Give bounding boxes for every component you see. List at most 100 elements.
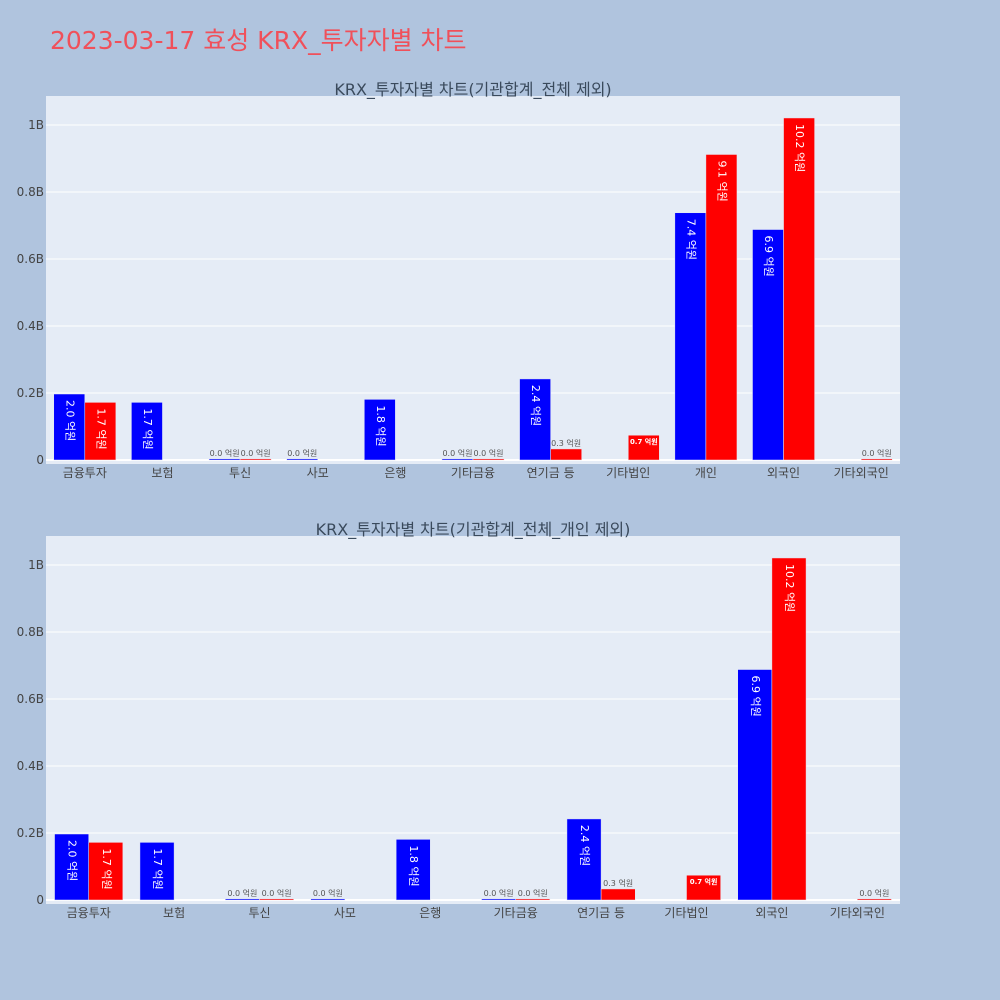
data-label: 2.0 억원 [63, 400, 76, 441]
y-tick-label: 0 [36, 453, 44, 467]
bar [628, 434, 660, 461]
data-label: 0.0 억원 [442, 448, 472, 458]
bar [771, 557, 807, 901]
bar [674, 212, 707, 461]
x-tick-label: 금융투자 [67, 906, 111, 920]
bar [131, 402, 163, 461]
chart-title: KRX_투자자별 차트(기관합계_전체_개인 제외) [316, 520, 631, 540]
data-label: 10.2 억원 [783, 564, 796, 612]
data-label: 1.7 억원 [141, 408, 154, 449]
x-tick-label: 외국인 [755, 906, 788, 920]
bar [139, 842, 175, 901]
bar [364, 399, 396, 461]
data-label: 1.8 억원 [374, 405, 387, 446]
y-tick-label: 0.6B [17, 692, 44, 706]
y-tick-label: 1B [28, 558, 44, 572]
y-tick-label: 0.4B [17, 319, 44, 333]
data-label: 2.4 억원 [578, 825, 591, 866]
bar [259, 898, 294, 901]
bar [705, 154, 738, 461]
bar [783, 117, 815, 461]
y-tick-label: 0.2B [17, 386, 44, 400]
chart-title: KRX_투자자별 차트(기관합계_전체 제외) [334, 80, 611, 100]
data-label: 1.8 억원 [407, 845, 420, 886]
x-tick-label: 투신 [229, 466, 251, 480]
bar [395, 839, 431, 901]
x-tick-label: 외국인 [767, 466, 800, 480]
bar [84, 402, 117, 461]
x-tick-label: 기타금융 [494, 906, 538, 920]
data-label: 1.7 억원 [94, 408, 107, 449]
bar [515, 898, 551, 901]
data-label: 0.0 억원 [287, 448, 317, 458]
x-tick-label: 개인 [695, 466, 717, 480]
bar [88, 842, 124, 901]
x-tick-label: 사모 [334, 906, 356, 920]
x-axis-tick-labels: 금융투자 보험 투신 사모 은행 기타금융 연기금 등 기타법인 개인 외국인 기타외국인 [63, 465, 889, 480]
bar [519, 378, 551, 461]
data-label: 1.7 억원 [100, 848, 113, 889]
x-tick-label: 기타외국인 [834, 466, 889, 480]
data-label: 9.1 억원 [715, 160, 728, 201]
data-label: 0.0 억원 [313, 888, 343, 898]
bar [481, 898, 516, 901]
bar [208, 458, 241, 461]
x-tick-label: 투신 [248, 906, 270, 920]
bar [566, 818, 602, 901]
page-title: 2023-03-17 효성 KRX_투자자별 차트 [50, 26, 467, 55]
chart-institution-total-excluded: KRX_투자자별 차트(기관합계_전체 제외) 2.0 억원 1.7 억원 1.7 … [17, 80, 900, 480]
x-tick-label: 금융투자 [63, 466, 107, 480]
data-label: 0.0 억원 [474, 448, 504, 458]
data-label: 6.9 억원 [762, 236, 775, 277]
chart-institution-individual-excluded: KRX_투자자별 차트(기관합계_전체_개인 제외) 2.0 억원 1.7 억원 1… [17, 520, 900, 920]
bar [441, 458, 474, 461]
data-label: 0.0 억원 [262, 888, 292, 898]
bar [860, 458, 893, 461]
x-tick-label: 기타외국인 [830, 906, 885, 920]
bar [310, 898, 346, 901]
data-label: 7.4 억원 [684, 219, 697, 260]
y-tick-label: 0.8B [17, 625, 44, 639]
y-tick-label: 0.4B [17, 759, 44, 773]
x-tick-label: 보험 [163, 906, 185, 920]
bar [686, 874, 721, 901]
x-tick-label: 기타법인 [606, 466, 650, 480]
x-tick-label: 연기금 등 [527, 466, 575, 480]
bar [286, 458, 318, 461]
bar [550, 448, 582, 461]
bar [752, 229, 784, 461]
bar [239, 458, 272, 461]
data-label: 0.0 억원 [484, 888, 514, 898]
bar [472, 458, 505, 461]
data-label: 0.0 억원 [859, 888, 889, 898]
y-axis-tick-labels: 0 0.2B 0.4B 0.6B 0.8B 1B [17, 558, 44, 907]
x-tick-label: 기타법인 [664, 906, 708, 920]
data-label: 2.4 억원 [529, 385, 542, 426]
data-label: 0.0 억원 [210, 448, 240, 458]
data-label: 0.3 억원 [551, 438, 581, 448]
data-label: 0.7 억원 [630, 437, 658, 446]
y-tick-label: 0.8B [17, 185, 44, 199]
data-label: 0.7 억원 [690, 877, 718, 886]
x-tick-label: 보험 [151, 466, 173, 480]
y-tick-label: 1B [28, 118, 44, 132]
data-label: 2.0 억원 [66, 840, 79, 881]
x-tick-label: 기타금융 [451, 466, 495, 480]
x-tick-label: 은행 [384, 465, 406, 480]
x-tick-label: 은행 [419, 905, 441, 920]
bar [54, 833, 89, 901]
bar [857, 898, 892, 901]
data-label: 0.0 억원 [862, 448, 892, 458]
y-axis-tick-labels: 0 0.2B 0.4B 0.6B 0.8B 1B [17, 118, 44, 467]
y-tick-label: 0.2B [17, 826, 44, 840]
y-tick-label: 0.6B [17, 252, 44, 266]
x-tick-label: 연기금 등 [577, 906, 625, 920]
bar [225, 898, 260, 901]
data-label: 0.0 억원 [518, 888, 548, 898]
data-label: 0.0 억원 [227, 888, 257, 898]
data-label: 10.2 억원 [793, 124, 806, 172]
bars: 2.0 억원 1.7 억원 1.7 억원0.0 억원 0.0 억원 0.0 억원1.8 … [53, 117, 893, 461]
data-label: 6.9 억원 [749, 676, 762, 717]
data-label: 0.0 억원 [241, 448, 271, 458]
